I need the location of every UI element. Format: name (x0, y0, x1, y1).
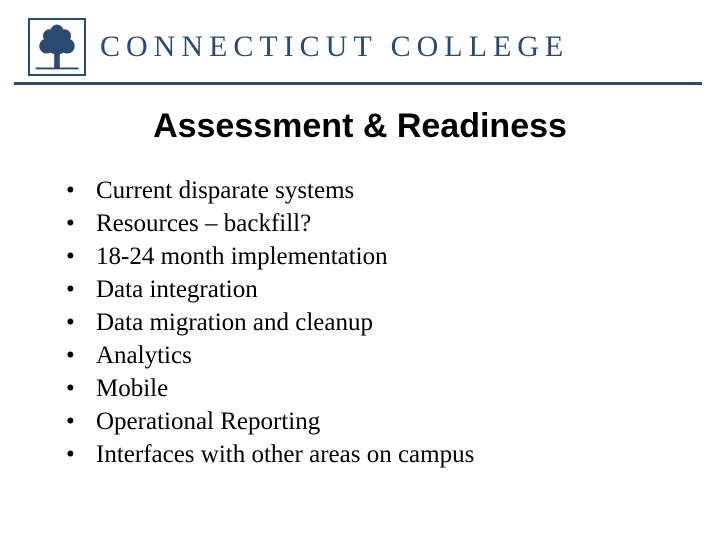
bullet-item: Resources – backfill? (66, 207, 720, 240)
header: CONNECTICUT COLLEGE (14, 0, 702, 85)
bullet-item: 18-24 month implementation (66, 240, 720, 273)
tree-icon (30, 20, 84, 74)
bullet-item: Current disparate systems (66, 174, 720, 207)
bullet-item: Data integration (66, 273, 720, 306)
logo (28, 18, 86, 76)
bullet-item: Analytics (66, 339, 720, 372)
bullet-item: Operational Reporting (66, 405, 720, 438)
bullet-item: Mobile (66, 372, 720, 405)
slide-title: Assessment & Readiness (0, 107, 720, 146)
bullet-list: Current disparate systemsResources – bac… (66, 174, 720, 471)
bullet-item: Data migration and cleanup (66, 306, 720, 339)
wordmark: CONNECTICUT COLLEGE (100, 30, 569, 64)
bullet-item: Interfaces with other areas on campus (66, 438, 720, 471)
